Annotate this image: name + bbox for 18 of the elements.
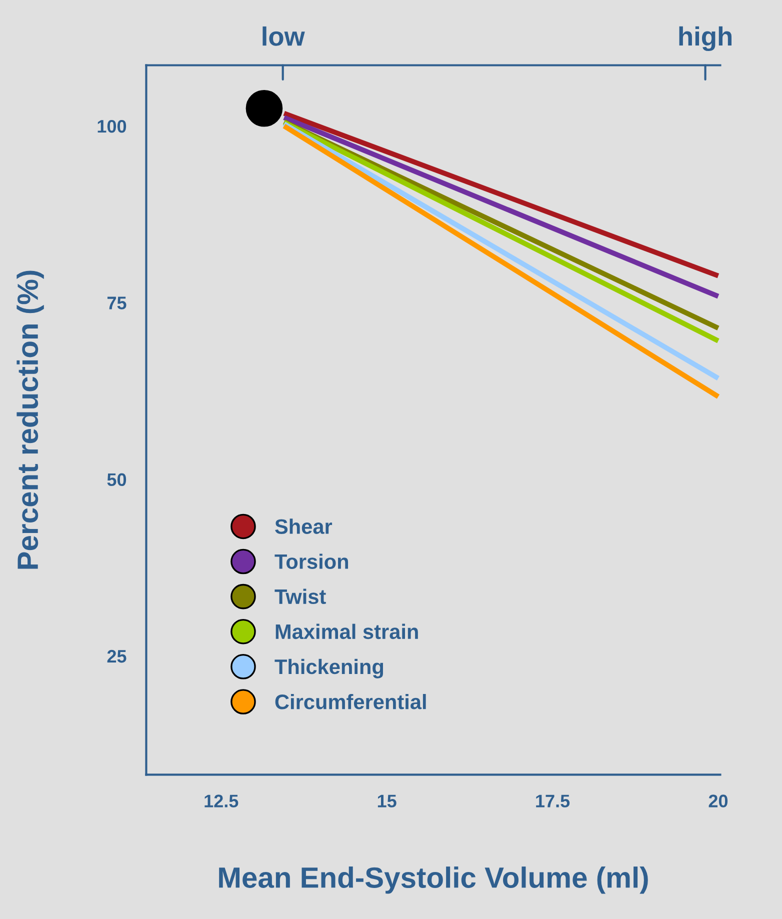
x-tick-label: 17.5 [536, 794, 570, 808]
text: high [679, 26, 732, 52]
y-tick-label: 100 [98, 120, 126, 133]
x-tick-label: 20 [708, 794, 728, 808]
y-tick-label: 50 [107, 473, 126, 486]
legend-label: Circumferential [275, 694, 426, 710]
x-axis-title: Mean End-Systolic Volume (ml) [219, 866, 648, 894]
legend-label: Torsion [274, 554, 348, 570]
legend-label: Shear [275, 518, 332, 534]
y-tick-label: 25 [107, 650, 126, 663]
legend-label: Maximal strain [276, 624, 418, 640]
x-tick-label: 15 [378, 794, 396, 808]
text: low [262, 26, 305, 46]
x-tick-label: 12.5 [204, 794, 238, 808]
y-axis-title: Percent reduction (%) [16, 270, 44, 569]
legend-label: Twist [274, 588, 326, 604]
legend-label: Thickening [274, 658, 384, 678]
y-tick-label: 75 [107, 296, 126, 310]
